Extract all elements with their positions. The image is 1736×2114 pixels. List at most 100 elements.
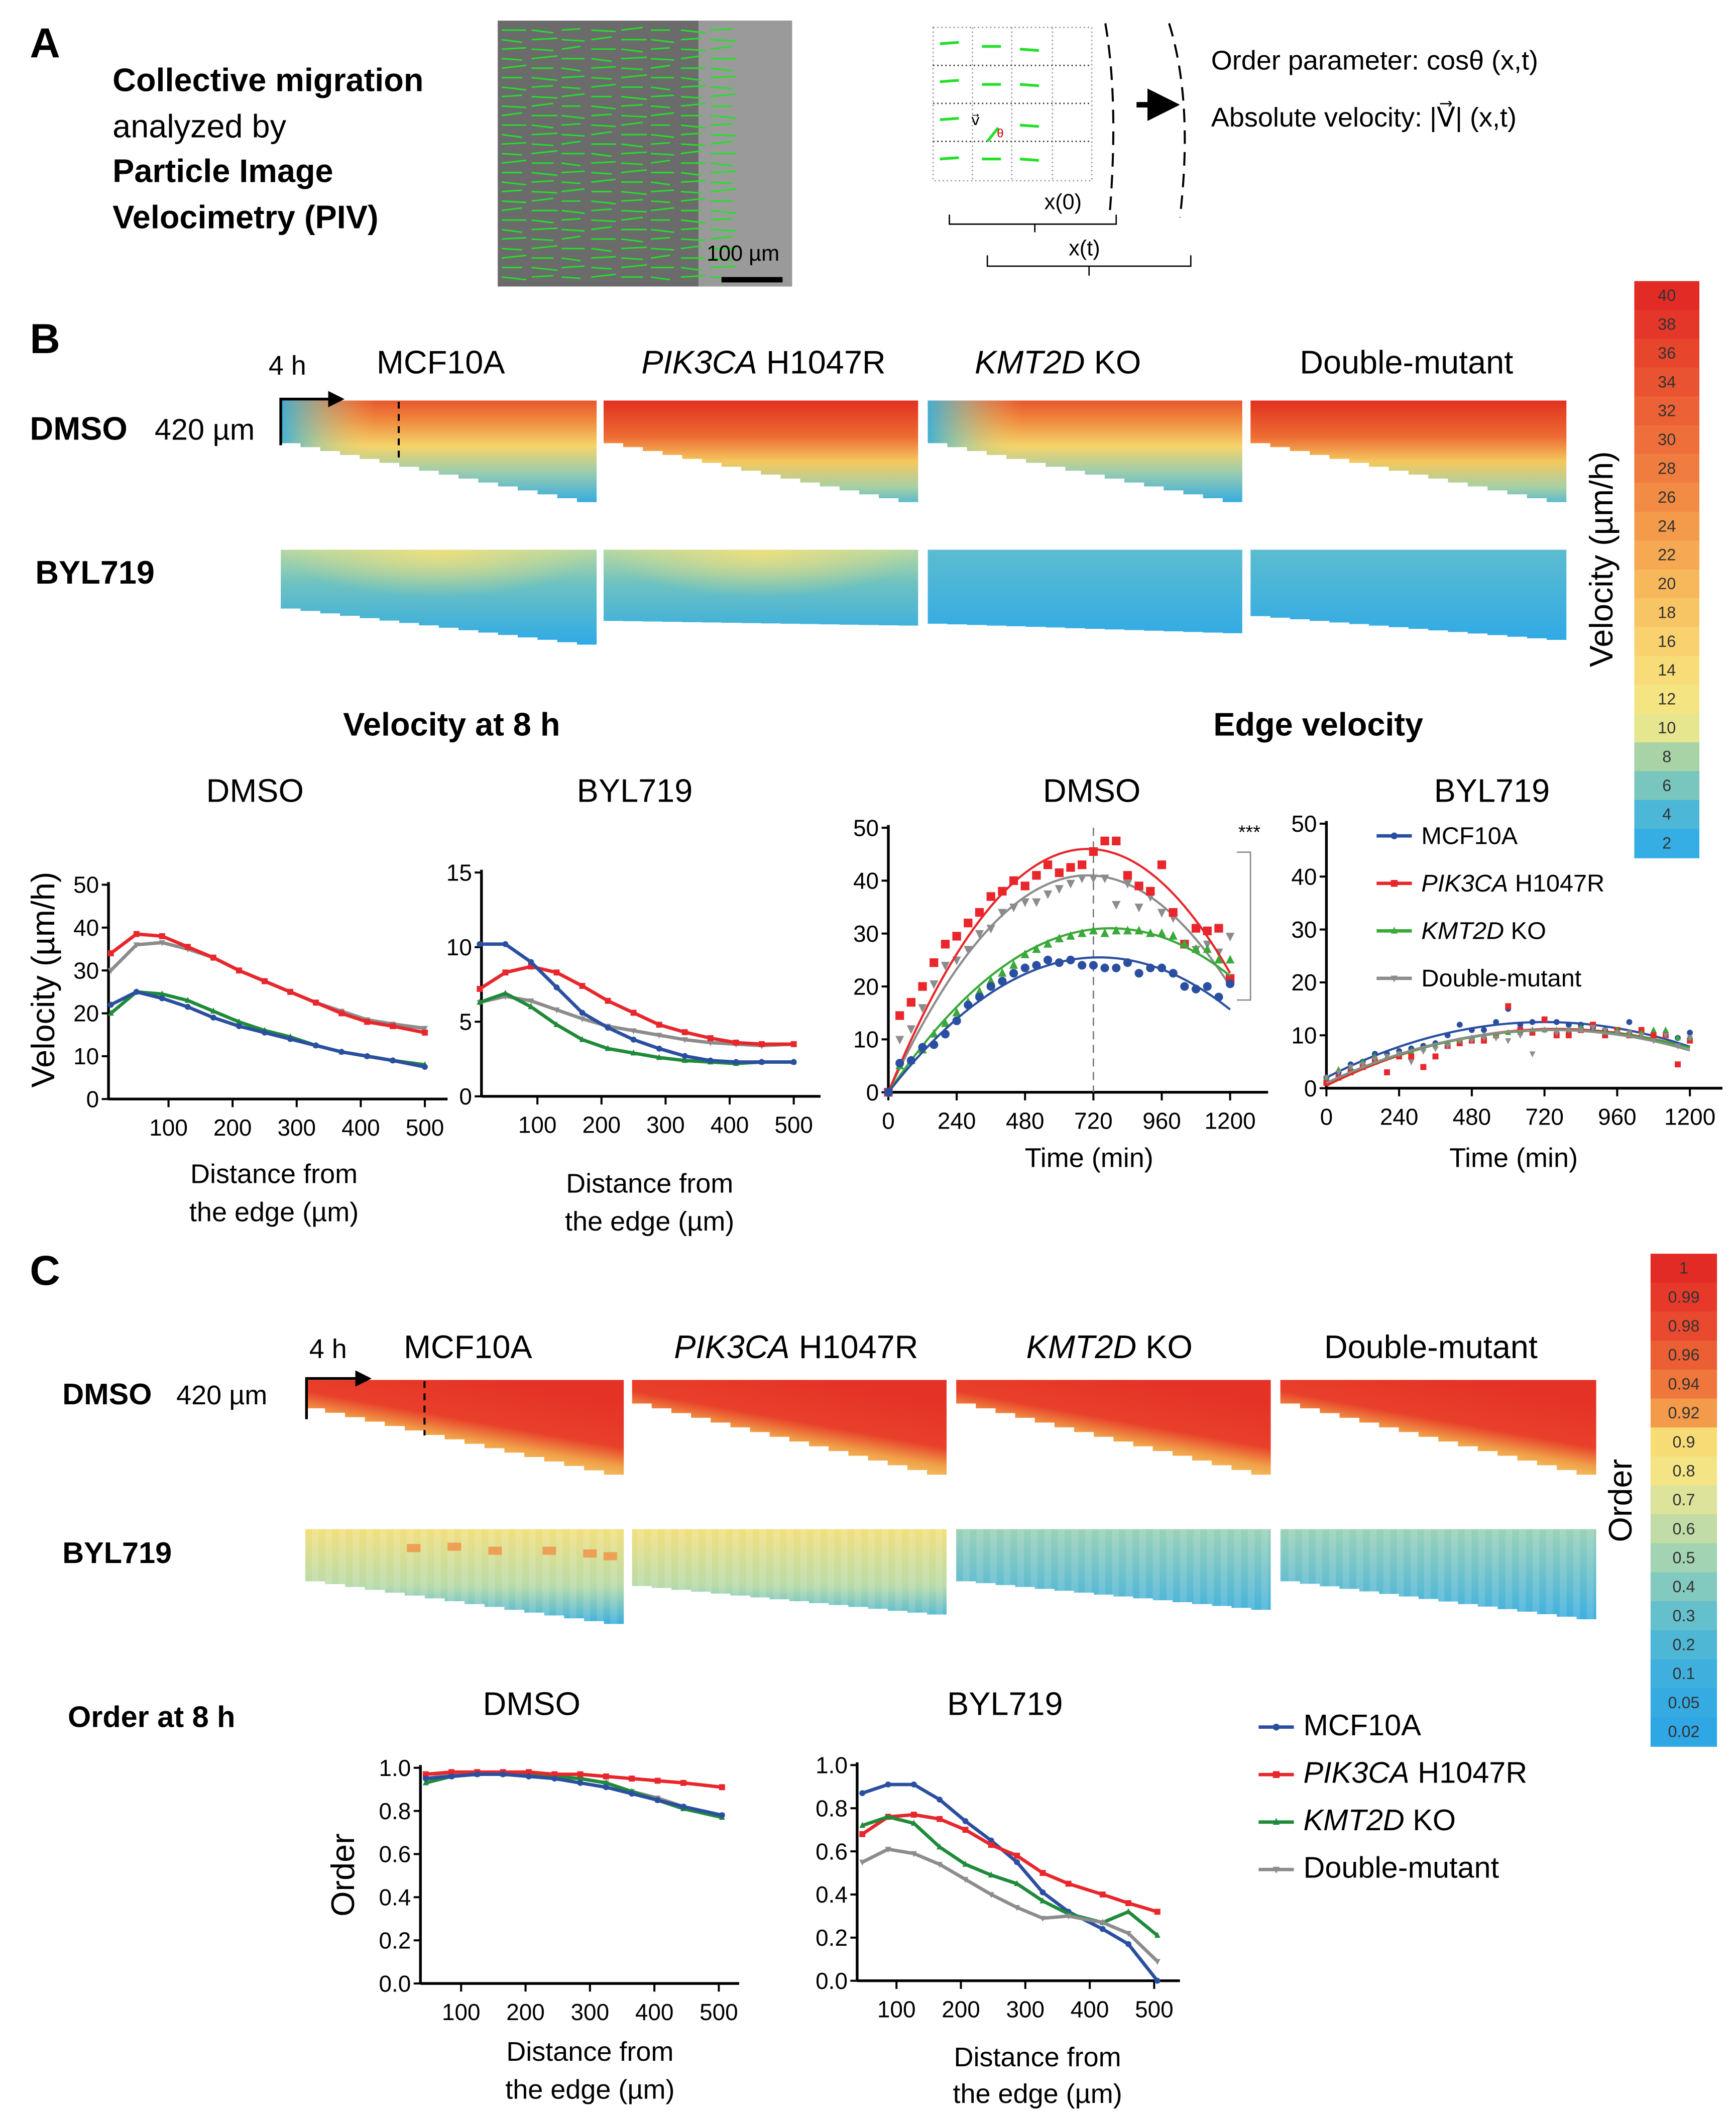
data-point xyxy=(885,1813,891,1820)
data-point xyxy=(707,1057,714,1064)
piv-vector xyxy=(680,95,702,99)
data-point xyxy=(184,1004,191,1010)
data-point xyxy=(790,1041,797,1047)
data-point xyxy=(1055,958,1064,967)
x-tick-label: 400 xyxy=(1071,1996,1109,2023)
data-point xyxy=(1134,926,1143,935)
piv-vector xyxy=(502,200,526,203)
piv-vector xyxy=(680,48,706,52)
data-point xyxy=(422,1779,429,1786)
colorbar-tick-label: 0.99 xyxy=(1668,1288,1699,1306)
data-point xyxy=(1272,1723,1280,1731)
piv-vector xyxy=(711,217,733,221)
data-point xyxy=(1066,879,1075,889)
data-point xyxy=(1614,1030,1621,1037)
colorbar-tick-label: 18 xyxy=(1658,603,1676,621)
series-mcf10a xyxy=(477,941,797,1065)
data-point xyxy=(930,958,939,967)
piv-vector xyxy=(591,29,616,33)
piv-vector xyxy=(711,39,737,42)
piv-vector xyxy=(621,48,643,53)
piv-vector xyxy=(531,238,554,242)
data-point xyxy=(1272,1818,1280,1825)
data-point xyxy=(964,946,973,955)
series-kmt2d-ko xyxy=(859,1813,1161,1938)
row-label-byl719: BYL719 xyxy=(62,1536,172,1570)
y-tick-label: 0.8 xyxy=(379,1798,411,1824)
order-heatmap-dmso xyxy=(956,1380,1271,1475)
data-point xyxy=(1154,1977,1161,1984)
data-point xyxy=(1432,1053,1439,1060)
data-point xyxy=(448,1769,454,1775)
data-point xyxy=(1553,1019,1560,1025)
y-tick-label: 30 xyxy=(73,957,99,983)
piv-vector xyxy=(502,207,522,211)
x-tick-label: 500 xyxy=(700,1999,738,2025)
y-tick-label: 0.2 xyxy=(379,1927,411,1953)
data-point xyxy=(605,997,611,1004)
chart-2: 0 5 10 15 100 200 300 400 500 xyxy=(446,859,821,1138)
data-point xyxy=(859,1831,866,1837)
series-kmt2d-ko xyxy=(422,1770,725,1820)
colorbar-tick-label: 0.3 xyxy=(1673,1607,1695,1625)
data-point xyxy=(1099,1892,1106,1898)
data-point xyxy=(975,908,984,917)
colorbar-tick-label: 0.6 xyxy=(1673,1520,1695,1538)
colorbar-cell xyxy=(1634,655,1700,686)
colorbar-tick-label: 0.8 xyxy=(1673,1462,1695,1480)
data-point xyxy=(1043,939,1053,948)
data-point xyxy=(1371,1056,1378,1063)
piv-vector xyxy=(651,47,670,50)
y-tick-label: 30 xyxy=(1291,917,1317,943)
data-point xyxy=(1125,1941,1131,1947)
y-tick-label: 0.2 xyxy=(816,1925,848,1951)
colorbar-tick-label: 0.4 xyxy=(1673,1578,1695,1596)
data-point xyxy=(603,1784,609,1791)
data-point xyxy=(553,969,560,976)
piv-vector xyxy=(680,77,702,81)
data-point xyxy=(1065,1914,1072,1920)
data-point xyxy=(941,1030,950,1039)
data-point xyxy=(859,1790,866,1797)
data-point xyxy=(1272,1866,1280,1874)
data-point xyxy=(656,1022,662,1028)
data-point xyxy=(719,1784,725,1791)
data-point xyxy=(477,941,483,947)
data-point xyxy=(159,990,165,996)
data-point xyxy=(287,988,293,995)
data-point xyxy=(1020,881,1029,891)
data-point xyxy=(930,980,939,989)
data-point xyxy=(526,1773,532,1779)
colorbar-tick-label: 0.98 xyxy=(1668,1317,1699,1335)
data-point xyxy=(988,1892,994,1899)
colorbar-cell xyxy=(1650,1688,1717,1718)
data-point xyxy=(681,1057,688,1063)
data-point xyxy=(603,1773,609,1779)
piv-vector xyxy=(621,238,643,243)
data-point xyxy=(1014,1852,1020,1859)
piv-vector xyxy=(561,209,585,214)
piv-vector xyxy=(531,219,554,224)
data-point xyxy=(952,932,961,941)
piv-vector xyxy=(531,102,554,107)
data-point xyxy=(630,1028,637,1035)
scale-bar-label: 100 µm xyxy=(707,242,779,266)
data-point xyxy=(159,940,165,946)
vector-arrow-icon xyxy=(986,127,999,143)
series-line xyxy=(110,990,425,1069)
data-point xyxy=(1347,1064,1354,1071)
piv-vector xyxy=(621,169,647,174)
data-point xyxy=(918,1043,927,1052)
data-point xyxy=(1180,982,1189,991)
colorbar-cell xyxy=(1634,483,1700,513)
data-point xyxy=(1662,1026,1669,1033)
significance-marker: *** xyxy=(1238,822,1260,843)
vector-arrow-icon xyxy=(940,117,959,121)
data-point xyxy=(579,1016,586,1023)
y-tick-label: 15 xyxy=(446,859,472,885)
data-point xyxy=(1432,1046,1439,1052)
piv-vector xyxy=(591,219,616,222)
data-point xyxy=(1541,1028,1548,1034)
x-tick-label: 100 xyxy=(442,1999,481,2025)
data-point xyxy=(1505,1038,1512,1044)
